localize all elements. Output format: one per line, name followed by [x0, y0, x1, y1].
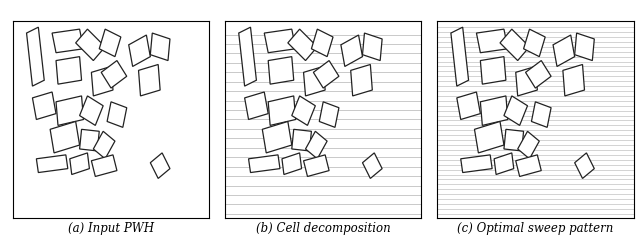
X-axis label: (b) Cell decomposition: (b) Cell decomposition	[256, 222, 390, 235]
Polygon shape	[52, 29, 84, 53]
Polygon shape	[288, 29, 317, 60]
Polygon shape	[516, 66, 538, 96]
X-axis label: (c) Optimal sweep pattern: (c) Optimal sweep pattern	[457, 222, 614, 235]
Polygon shape	[79, 96, 103, 125]
Polygon shape	[524, 29, 545, 57]
Polygon shape	[500, 29, 529, 60]
Polygon shape	[50, 121, 79, 153]
Polygon shape	[305, 131, 327, 159]
Polygon shape	[70, 153, 90, 174]
Polygon shape	[504, 129, 524, 151]
Polygon shape	[268, 96, 296, 125]
Polygon shape	[292, 129, 312, 151]
Polygon shape	[362, 33, 382, 60]
Polygon shape	[575, 153, 595, 179]
Polygon shape	[282, 153, 301, 174]
Polygon shape	[244, 92, 268, 120]
Polygon shape	[312, 29, 333, 57]
Polygon shape	[129, 35, 150, 66]
Polygon shape	[268, 57, 294, 84]
Polygon shape	[264, 29, 296, 53]
Polygon shape	[303, 155, 329, 176]
Polygon shape	[351, 65, 372, 96]
Polygon shape	[314, 60, 339, 88]
Polygon shape	[504, 96, 527, 125]
Polygon shape	[461, 155, 492, 173]
Polygon shape	[481, 96, 508, 125]
Polygon shape	[76, 29, 105, 60]
Polygon shape	[92, 155, 117, 176]
Polygon shape	[26, 27, 44, 86]
Polygon shape	[525, 60, 551, 88]
Polygon shape	[239, 27, 257, 86]
Polygon shape	[476, 29, 508, 53]
Polygon shape	[92, 66, 113, 96]
Polygon shape	[138, 65, 160, 96]
Polygon shape	[303, 66, 325, 96]
Polygon shape	[494, 153, 514, 174]
X-axis label: (a) Input PWH: (a) Input PWH	[68, 222, 154, 235]
Polygon shape	[292, 96, 316, 125]
Polygon shape	[101, 60, 127, 88]
Polygon shape	[56, 57, 81, 84]
Polygon shape	[33, 92, 56, 120]
Polygon shape	[150, 33, 170, 60]
Polygon shape	[99, 29, 121, 57]
Polygon shape	[516, 155, 541, 176]
Polygon shape	[575, 33, 595, 60]
Polygon shape	[79, 129, 99, 151]
Polygon shape	[451, 27, 468, 86]
Polygon shape	[107, 102, 127, 127]
Polygon shape	[457, 92, 481, 120]
Polygon shape	[319, 102, 339, 127]
Polygon shape	[56, 96, 84, 125]
Polygon shape	[248, 155, 280, 173]
Polygon shape	[150, 153, 170, 179]
Polygon shape	[563, 65, 584, 96]
Polygon shape	[553, 35, 575, 66]
Polygon shape	[36, 155, 68, 173]
Polygon shape	[341, 35, 362, 66]
Polygon shape	[93, 131, 115, 159]
Polygon shape	[531, 102, 551, 127]
Polygon shape	[474, 121, 504, 153]
Polygon shape	[362, 153, 382, 179]
Polygon shape	[262, 121, 292, 153]
Polygon shape	[481, 57, 506, 84]
Polygon shape	[518, 131, 540, 159]
